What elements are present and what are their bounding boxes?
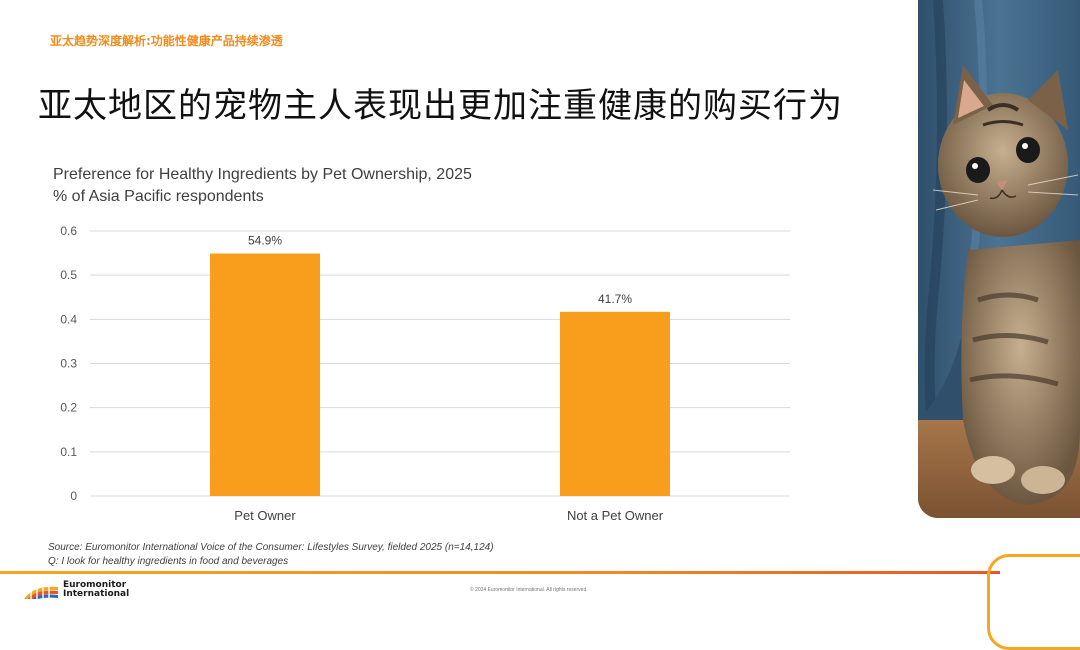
copyright-text: © 2024 Euromonitor International. All ri… (470, 587, 588, 593)
euromonitor-logo-icon (24, 586, 58, 599)
data-label: 41.7% (598, 292, 632, 306)
chart-title: Preference for Healthy Ingredients by Pe… (53, 166, 472, 183)
footer-divider (0, 571, 1000, 574)
cat-photo (918, 0, 1080, 518)
x-tick-label: Pet Owner (234, 508, 296, 523)
y-tick-label: 0.2 (60, 401, 77, 415)
y-tick-label: 0.6 (60, 224, 77, 238)
chart-title-block: Preference for Healthy Ingredients by Pe… (53, 164, 472, 208)
decorative-corner-frame (987, 554, 1080, 650)
cat-image-icon (918, 0, 1080, 518)
y-tick-label: 0 (70, 489, 77, 503)
logo-line-2: International (63, 589, 130, 599)
x-tick-label: Not a Pet Owner (567, 508, 664, 523)
bar (210, 253, 320, 496)
question-text: Q: I look for healthy ingredients in foo… (48, 556, 289, 567)
y-tick-label: 0.5 (60, 268, 77, 282)
slide-title: 亚太地区的宠物主人表现出更加注重健康的购买行为 (38, 86, 843, 126)
section-kicker: 亚太趋势深度解析:功能性健康产品持续渗透 (50, 34, 283, 48)
logo-wordmark: Euromonitor International (63, 581, 129, 599)
source-text: Source: Euromonitor International Voice … (48, 542, 494, 553)
bar (560, 311, 670, 496)
chart-subtitle: % of Asia Pacific respondents (53, 188, 264, 205)
source-notes: Source: Euromonitor International Voice … (48, 541, 494, 569)
y-tick-label: 0.3 (60, 357, 77, 371)
y-tick-label: 0.4 (60, 312, 77, 326)
y-tick-label: 0.1 (60, 445, 77, 459)
data-label: 54.9% (248, 234, 282, 248)
bar-chart: 0 0.1 0.2 0.3 0.4 0.5 0.6 54.9% Pet Owner 41.7% No… (60, 224, 790, 523)
logo-line-1: Euromonitor (63, 580, 127, 590)
